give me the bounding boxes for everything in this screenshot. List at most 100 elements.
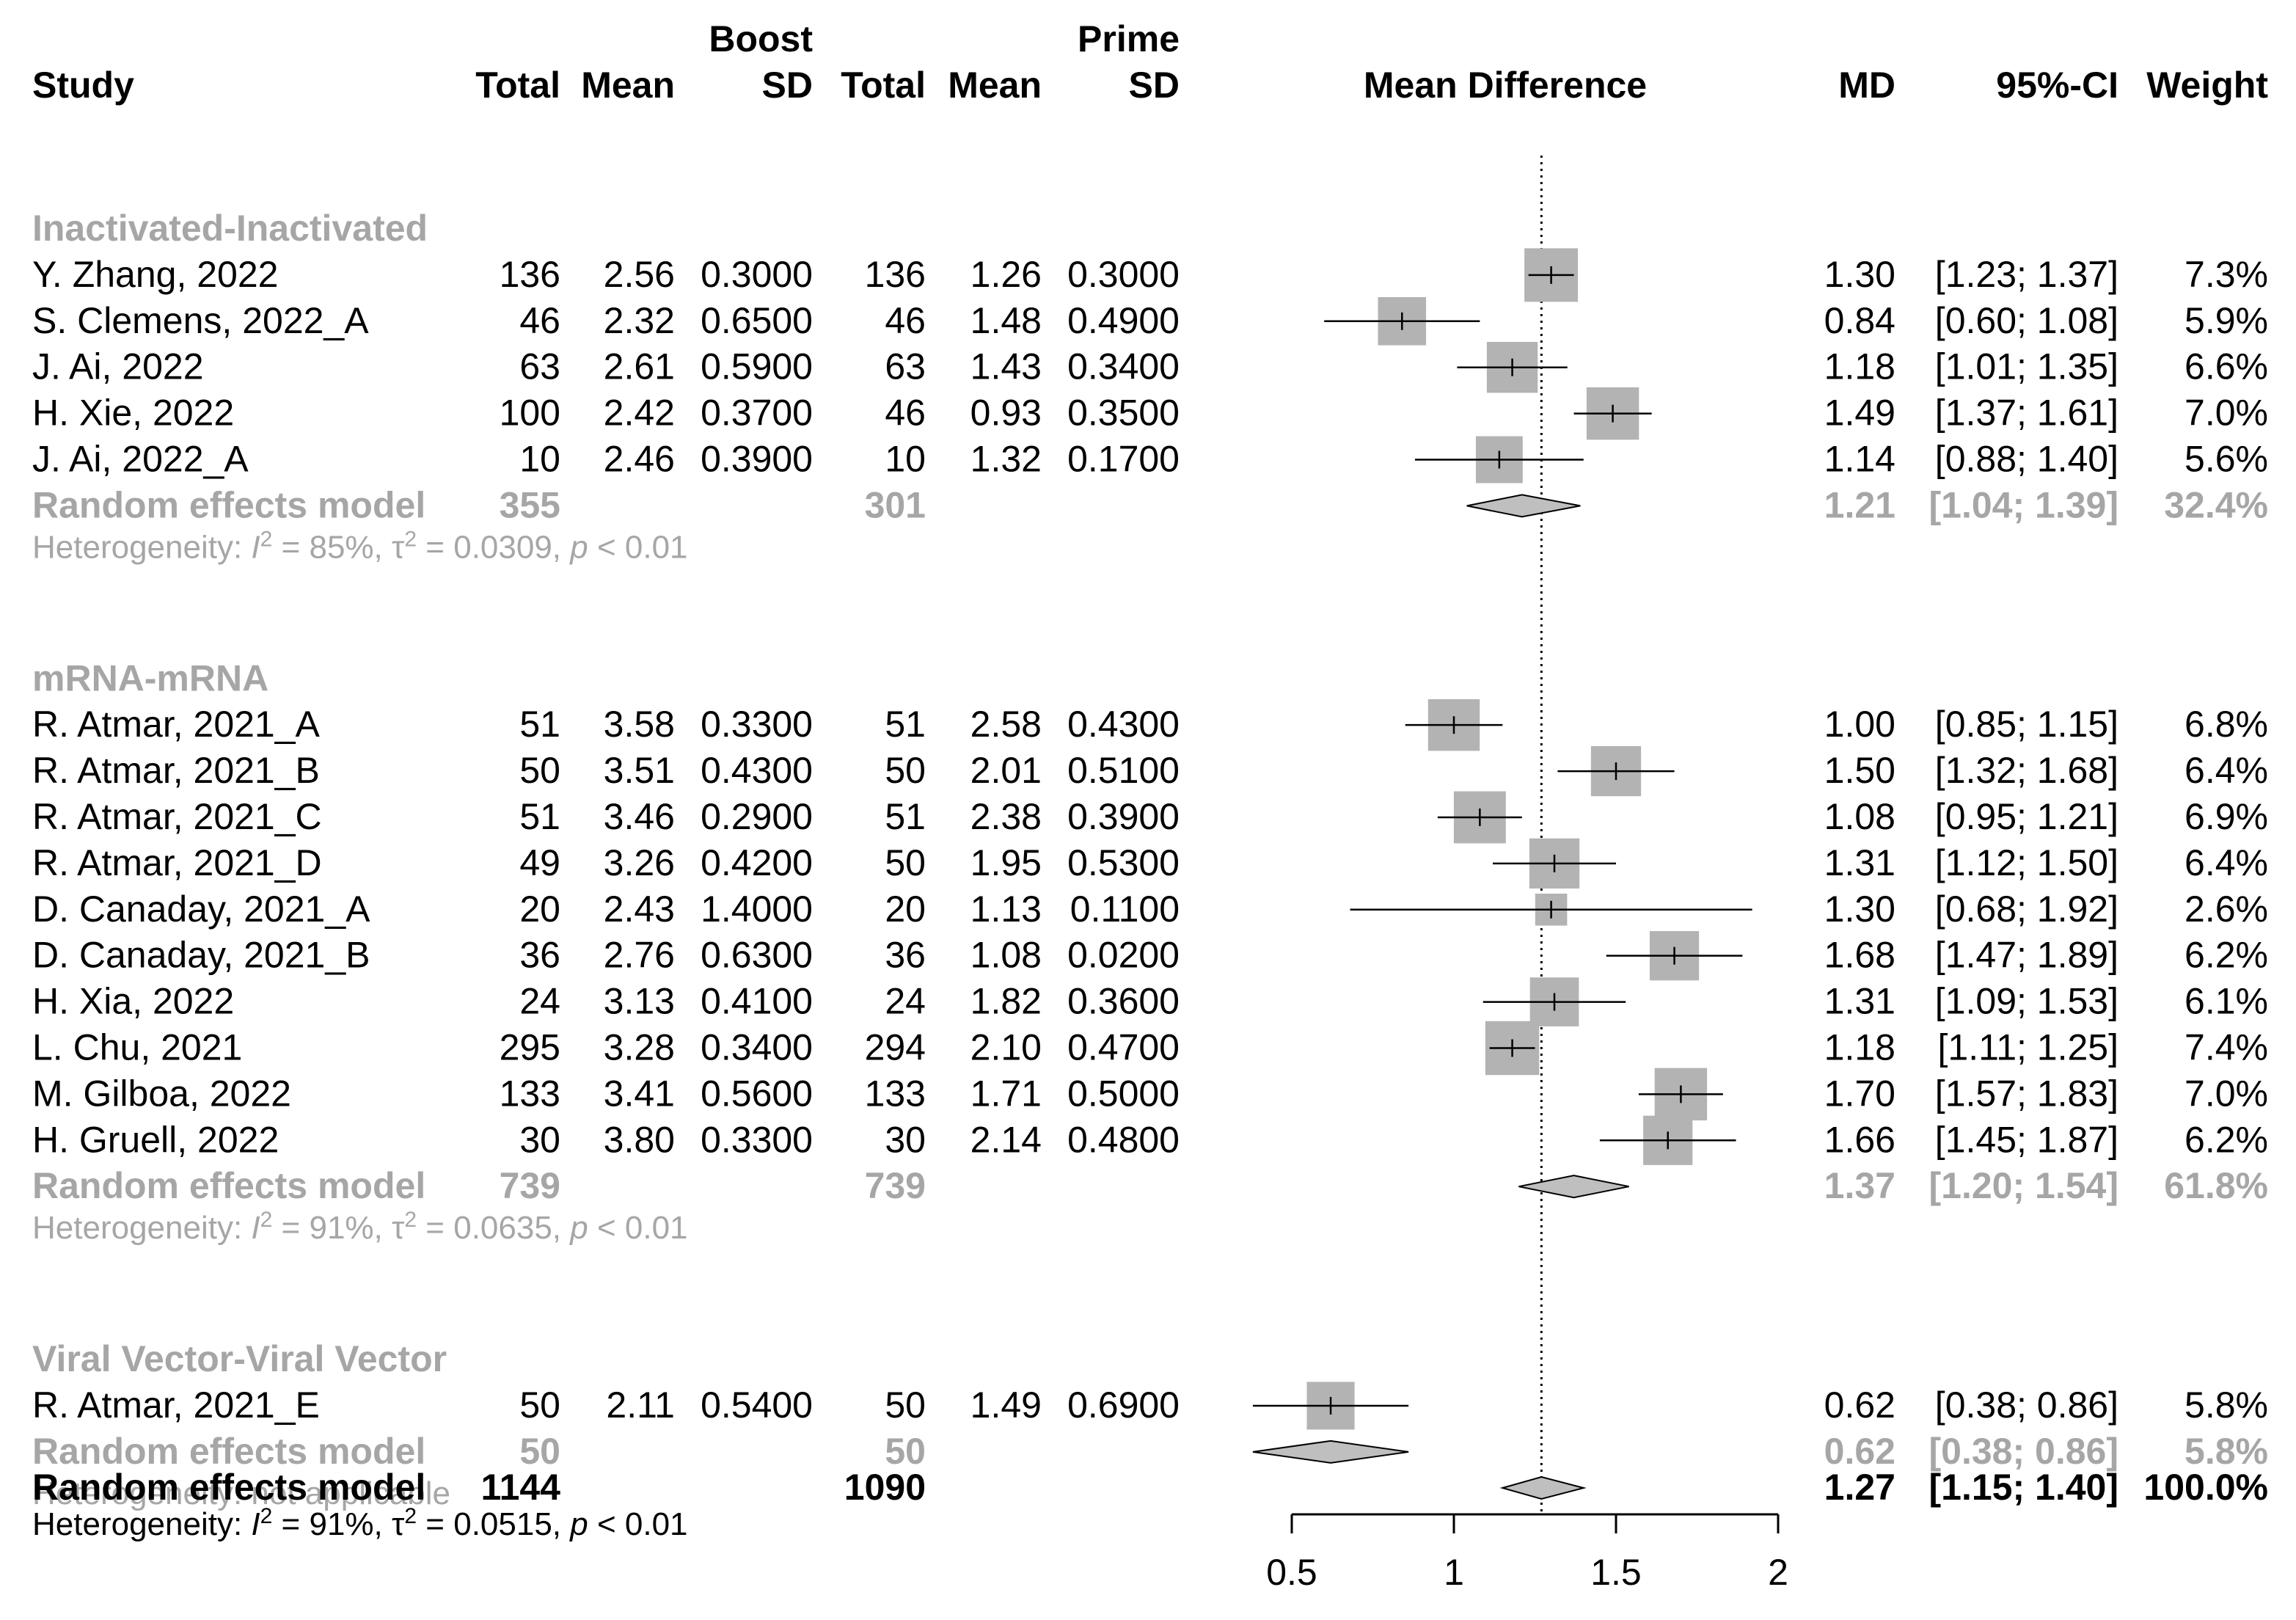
md-value: 1.70 — [1824, 1073, 1895, 1114]
prime-total: 50 — [885, 1384, 926, 1426]
prime-total: 30 — [885, 1119, 926, 1160]
weight-value: 6.6% — [2185, 346, 2268, 387]
pooled-weight: 32.4% — [2164, 484, 2268, 525]
prime-total: 46 — [885, 300, 926, 341]
pooled-label: Random effects model — [32, 484, 425, 525]
pooled-prime-total: 739 — [865, 1165, 926, 1206]
prime-sd: 0.4900 — [1067, 300, 1180, 341]
prime-total: 10 — [885, 439, 926, 480]
weight-value: 6.4% — [2185, 842, 2268, 883]
boost-sd: 0.3400 — [701, 1026, 813, 1068]
header-md: MD — [1838, 65, 1895, 106]
weight-value: 5.9% — [2185, 300, 2268, 341]
boost-total: 46 — [519, 300, 560, 341]
prime-sd: 0.3500 — [1067, 393, 1180, 434]
md-value: 1.68 — [1824, 935, 1895, 976]
pooled-label: Random effects model — [32, 1165, 425, 1206]
ci-value: [1.32; 1.68] — [1935, 750, 2118, 791]
header-sd-boost: SD — [762, 65, 813, 106]
ci-value: [1.09; 1.53] — [1935, 981, 2118, 1022]
pooled-ci: [0.38; 0.86] — [1929, 1431, 2118, 1472]
prime-total: 294 — [865, 1026, 926, 1068]
boost-total: 30 — [519, 1119, 560, 1160]
study-name: M. Gilboa, 2022 — [32, 1073, 291, 1114]
overall-diamond — [1499, 1475, 1587, 1500]
weight-value: 6.2% — [2185, 1119, 2268, 1160]
subgroup-title: Viral Vector-Viral Vector — [32, 1338, 447, 1379]
md-value: 1.14 — [1824, 439, 1895, 480]
pooled-boost-total: 739 — [500, 1165, 560, 1206]
header-mean-difference: Mean Difference — [1364, 65, 1647, 106]
prime-total: 136 — [865, 254, 926, 295]
boost-mean: 3.58 — [604, 704, 675, 745]
ci-value: [0.38; 0.86] — [1935, 1384, 2118, 1426]
pooled-diamond — [1518, 1175, 1629, 1199]
ci-value: [1.12; 1.50] — [1935, 842, 2118, 883]
md-value: 1.30 — [1824, 889, 1895, 930]
pooled-md: 0.62 — [1824, 1431, 1895, 1472]
header-prime: Prime — [1078, 18, 1180, 59]
study-name: J. Ai, 2022_A — [32, 439, 249, 480]
prime-total: 36 — [885, 935, 926, 976]
overall-md: 1.27 — [1824, 1467, 1895, 1508]
md-value: 0.62 — [1824, 1384, 1895, 1426]
prime-mean: 1.43 — [970, 346, 1042, 387]
weight-value: 7.0% — [2185, 1073, 2268, 1114]
prime-mean: 0.93 — [970, 393, 1042, 434]
ci-value: [1.45; 1.87] — [1935, 1119, 2118, 1160]
heterogeneity-text: Heterogeneity: I2 = 85%, τ2 = 0.0309, p … — [32, 527, 688, 566]
pooled-boost-total: 355 — [500, 484, 560, 525]
boost-mean: 2.76 — [604, 935, 675, 976]
md-value: 1.31 — [1824, 981, 1895, 1022]
overall-boost-total: 1144 — [481, 1467, 561, 1508]
boost-mean: 2.43 — [604, 889, 675, 930]
prime-sd: 0.5000 — [1067, 1073, 1180, 1114]
weight-value: 6.2% — [2185, 935, 2268, 976]
boost-mean: 3.26 — [604, 842, 675, 883]
x-tick-label: 2 — [1768, 1552, 1788, 1593]
weight-value: 7.3% — [2185, 254, 2268, 295]
header-boost: Boost — [709, 18, 813, 59]
heterogeneity-text: Heterogeneity: I2 = 91%, τ2 = 0.0635, p … — [32, 1208, 688, 1247]
boost-sd: 1.4000 — [701, 889, 813, 930]
boost-mean: 2.42 — [604, 393, 675, 434]
prime-sd: 0.3000 — [1067, 254, 1180, 295]
study-name: L. Chu, 2021 — [32, 1026, 242, 1068]
study-name: D. Canaday, 2021_B — [32, 935, 370, 976]
pooled-ci: [1.20; 1.54] — [1929, 1165, 2118, 1206]
x-tick-label: 1.5 — [1590, 1552, 1642, 1593]
study-name: Y. Zhang, 2022 — [32, 254, 278, 295]
study-name: H. Gruell, 2022 — [32, 1119, 279, 1160]
header-total-boost: Total — [475, 65, 560, 106]
prime-mean: 1.32 — [970, 439, 1042, 480]
x-tick-label: 0.5 — [1266, 1552, 1317, 1593]
boost-mean: 3.46 — [604, 796, 675, 837]
boost-sd: 0.4200 — [701, 842, 813, 883]
boost-sd: 0.5400 — [701, 1384, 813, 1426]
prime-sd: 0.0200 — [1067, 935, 1180, 976]
study-name: H. Xia, 2022 — [32, 981, 234, 1022]
prime-sd: 0.6900 — [1067, 1384, 1180, 1426]
header-sd-prime: SD — [1129, 65, 1180, 106]
boost-total: 51 — [519, 704, 560, 745]
md-value: 1.18 — [1824, 1026, 1895, 1068]
heterogeneity-text: Heterogeneity: not applicable — [32, 1475, 450, 1511]
boost-total: 295 — [500, 1026, 560, 1068]
study-name: J. Ai, 2022 — [32, 346, 204, 387]
pooled-diamond — [1252, 1440, 1409, 1464]
header-mean-prime: Mean — [948, 65, 1042, 106]
overall-label: Random effects model — [32, 1467, 425, 1508]
pooled-prime-total: 50 — [885, 1431, 926, 1472]
boost-sd: 0.3300 — [701, 704, 813, 745]
ci-value: [1.57; 1.83] — [1935, 1073, 2118, 1114]
boost-mean: 3.80 — [604, 1119, 675, 1160]
md-value: 0.84 — [1824, 300, 1895, 341]
study-name: R. Atmar, 2021_D — [32, 842, 322, 883]
prime-total: 51 — [885, 796, 926, 837]
ci-value: [0.60; 1.08] — [1935, 300, 2118, 341]
ci-value: [1.01; 1.35] — [1935, 346, 2118, 387]
ci-value: [0.68; 1.92] — [1935, 889, 2118, 930]
prime-mean: 2.01 — [970, 750, 1042, 791]
prime-mean: 1.49 — [970, 1384, 1042, 1426]
